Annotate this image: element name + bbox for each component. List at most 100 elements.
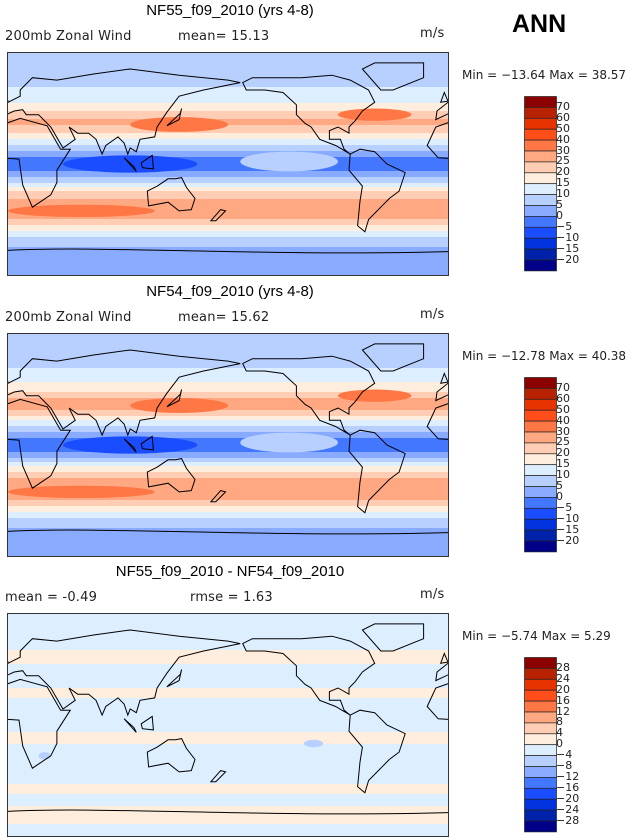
- contour-band: [8, 530, 448, 533]
- colorbar-tick-label: −10: [556, 230, 580, 244]
- mean-label: rmse = 1.63: [190, 590, 273, 605]
- contour-band: [8, 520, 448, 523]
- contour-band: [8, 518, 448, 521]
- contour-feature: [240, 432, 338, 453]
- colorbar-tick-label: −15: [556, 241, 580, 255]
- contour-band: [8, 225, 448, 228]
- contour-band: [8, 53, 448, 56]
- coastline: [166, 669, 183, 688]
- contour-band: [8, 396, 448, 399]
- contour-band: [8, 678, 448, 681]
- contour-band: [8, 650, 448, 653]
- contour-band: [8, 159, 448, 162]
- coastline: [123, 438, 137, 453]
- contour-band: [8, 484, 448, 487]
- contour-band: [8, 454, 448, 457]
- coastline: [123, 157, 137, 172]
- colorbar: [524, 377, 557, 553]
- coastline: [166, 108, 183, 127]
- contour-band: [8, 782, 448, 785]
- contour-band: [8, 708, 448, 711]
- contour-band: [8, 666, 448, 669]
- units-label: m/s: [420, 26, 445, 41]
- contour-band: [8, 71, 448, 74]
- contour-band: [8, 430, 448, 433]
- contour-band: [8, 207, 448, 210]
- contour-band: [8, 197, 448, 200]
- contour-band: [8, 185, 448, 188]
- coastline: [166, 389, 183, 408]
- contour-band: [8, 502, 448, 505]
- colorbar-swatch: [524, 711, 557, 724]
- colorbar-swatch: [524, 766, 557, 778]
- contour-band: [8, 496, 448, 499]
- contour-band: [8, 550, 448, 553]
- contour-band: [8, 129, 448, 132]
- colorbar-swatch: [524, 398, 557, 411]
- contour-band: [8, 662, 448, 665]
- colorbar-swatch: [524, 96, 557, 108]
- contour-band: [8, 754, 448, 757]
- contour-band: [8, 354, 448, 357]
- contour-band: [8, 125, 448, 128]
- contour-band: [8, 680, 448, 683]
- contour-band: [8, 91, 448, 94]
- contour-band: [8, 175, 448, 178]
- colorbar-tick-label: 5: [556, 198, 563, 211]
- contour-band: [8, 686, 448, 689]
- coastline: [8, 660, 9, 663]
- contour-band: [8, 646, 448, 649]
- colorbar-tick-label: 20: [556, 165, 570, 179]
- contour-band: [8, 652, 448, 655]
- contour-band: [8, 63, 448, 66]
- contour-band: [8, 95, 448, 98]
- contour-band: [8, 798, 448, 801]
- contour-band: [8, 444, 448, 447]
- colorbar-swatch: [524, 388, 557, 400]
- contour-band: [8, 542, 448, 545]
- contour-band: [8, 155, 448, 158]
- colorbar-tick-label: 15: [556, 176, 570, 190]
- contour-band: [8, 614, 448, 617]
- colorbar-swatch: [524, 216, 557, 228]
- colorbar-swatch: [524, 668, 557, 680]
- contour-band: [8, 768, 448, 771]
- contour-band: [8, 263, 448, 266]
- contour-band: [8, 83, 448, 86]
- min-max-label: Min = −12.78 Max = 40.38: [462, 349, 627, 363]
- contour-band: [8, 406, 448, 409]
- contour-band: [8, 147, 448, 150]
- contour-feature: [338, 389, 412, 402]
- contour-band: [8, 498, 448, 501]
- contour-band: [8, 211, 448, 214]
- contour-band: [8, 127, 448, 130]
- contour-band: [8, 259, 448, 262]
- season-label: ANN: [512, 10, 567, 38]
- contour-band: [8, 57, 448, 60]
- colorbar-tick-label: −16: [556, 780, 580, 794]
- contour-band: [8, 408, 448, 411]
- min-max-label: Min = −5.74 Max = 5.29: [462, 629, 611, 643]
- coastline: [146, 738, 196, 773]
- contour-band: [8, 438, 448, 441]
- contour-band: [8, 267, 448, 270]
- contour-band: [8, 243, 448, 246]
- contour-band: [8, 103, 448, 106]
- colorbar-tick-label: −10: [556, 511, 580, 525]
- contour-band: [8, 402, 448, 405]
- contour-band: [8, 99, 448, 102]
- contour-band: [8, 183, 448, 186]
- contour-band: [8, 398, 448, 401]
- contour-band: [8, 494, 448, 497]
- contour-band: [8, 738, 448, 741]
- contour-band: [8, 508, 448, 511]
- coastline: [8, 349, 241, 437]
- coastline: [348, 148, 406, 233]
- colorbar-tick-label: 25: [556, 154, 570, 168]
- contour-band: [8, 830, 448, 833]
- contour-band: [8, 195, 448, 198]
- contour-band: [8, 622, 448, 625]
- contour-band: [8, 524, 448, 527]
- contour-band: [8, 516, 448, 519]
- colorbar-tick-label: 10: [556, 468, 570, 482]
